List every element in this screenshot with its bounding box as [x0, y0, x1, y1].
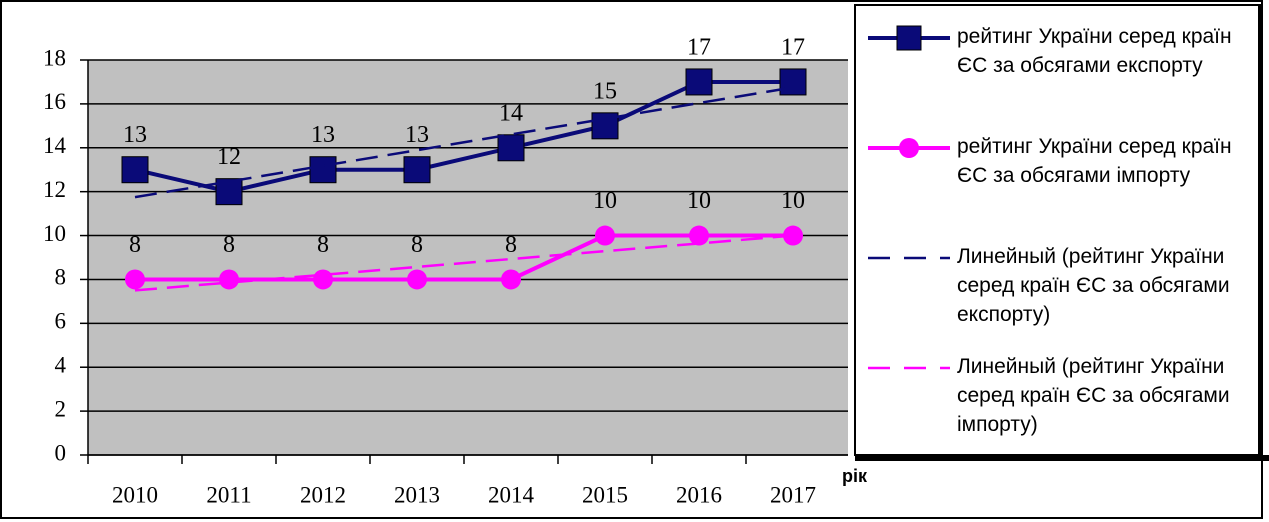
data-label: 10 [687, 188, 711, 214]
marker [497, 134, 525, 162]
data-label: 15 [593, 78, 617, 104]
legend-marker [899, 138, 919, 158]
data-label: 17 [781, 34, 805, 60]
legend-shadow [855, 455, 1269, 461]
series-line [134, 79, 793, 194]
y-tick-label: 10 [43, 221, 66, 246]
data-label: 8 [223, 232, 235, 258]
data-label: 13 [311, 122, 335, 148]
y-tick-label: 4 [55, 353, 67, 378]
marker [121, 156, 149, 184]
marker [689, 225, 709, 246]
plot-area [88, 60, 848, 455]
x-tick-label: 2015 [582, 482, 628, 507]
data-label: 8 [411, 232, 423, 258]
data-label: 8 [317, 232, 329, 258]
x-tick-label: 2014 [488, 482, 535, 507]
y-tick-label: 18 [43, 45, 66, 70]
legend-label: Линейный (рейтинг України серед країн ЄС… [957, 245, 1230, 326]
marker [685, 68, 713, 96]
marker [595, 225, 615, 246]
marker [215, 178, 243, 206]
legend-label: рейтинг України серед країн ЄС за обсяга… [957, 135, 1232, 187]
data-label: 10 [781, 188, 805, 214]
legend-label: Линейный (рейтинг України серед країн ЄС… [957, 355, 1230, 436]
marker [125, 269, 145, 290]
x-tick-label: 2010 [112, 482, 158, 507]
marker [309, 156, 337, 184]
x-axis-label: рік [842, 466, 868, 486]
x-tick-label: 2016 [676, 482, 722, 507]
data-label: 13 [123, 122, 147, 148]
x-tick-label: 2012 [300, 482, 346, 507]
y-tick-label: 6 [55, 309, 67, 334]
x-tick-label: 2017 [770, 482, 816, 507]
data-label: 13 [405, 122, 429, 148]
legend-box [854, 4, 1261, 456]
marker [407, 269, 427, 290]
data-label: 8 [129, 232, 141, 258]
trend-line [134, 86, 794, 199]
y-tick-label: 8 [55, 265, 67, 290]
legend-shadow [1258, 5, 1263, 461]
data-label: 17 [687, 34, 711, 60]
trend-line [134, 234, 794, 292]
y-tick-label: 14 [43, 133, 67, 158]
x-tick-label: 2011 [206, 482, 251, 507]
y-tick-label: 12 [43, 177, 66, 202]
y-tick-label: 2 [55, 396, 67, 421]
data-label: 12 [217, 144, 241, 170]
data-label: 8 [505, 232, 517, 258]
marker [779, 68, 807, 96]
legend-marker [896, 25, 922, 51]
marker [403, 156, 431, 184]
data-label: 10 [593, 188, 617, 214]
series-line [135, 233, 793, 282]
marker [313, 269, 333, 290]
y-tick-label: 0 [55, 440, 67, 465]
marker [501, 269, 521, 290]
y-tick-label: 16 [43, 89, 66, 114]
marker [219, 269, 239, 290]
legend-label: рейтинг України серед країн ЄС за обсяга… [957, 25, 1232, 77]
x-tick-label: 2013 [394, 482, 440, 507]
data-label: 14 [499, 100, 523, 126]
